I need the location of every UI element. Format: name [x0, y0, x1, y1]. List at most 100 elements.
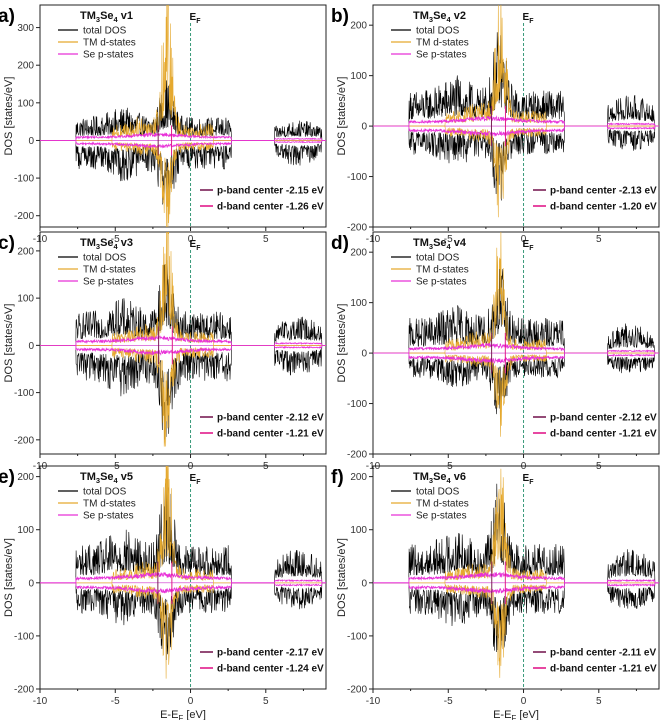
- legend-tm-d-states: TM d-states: [83, 499, 136, 510]
- y-tick-label: -200: [14, 211, 34, 222]
- y-axis-title: DOS [states/eV]: [336, 538, 348, 617]
- d-band-center-label: d-band center -1.21 eV: [550, 429, 657, 440]
- plot-area: [373, 232, 659, 437]
- legend-se-p-states: Se p-states: [416, 50, 467, 61]
- panel-e: -10 -5 0 5 -200 -100 0 100 200 DOS [states/eV] E-E…: [0, 465, 327, 720]
- plot-frame: [39, 465, 327, 690]
- legend-total-dos: total DOS: [416, 26, 460, 37]
- se-p-states-down: [40, 140, 326, 149]
- y-tick-label: 200: [350, 472, 367, 483]
- panel-title: TM3Se4 v3: [80, 237, 133, 251]
- plot-area: [40, 232, 326, 447]
- plot-frame: [372, 231, 660, 455]
- panel-title: TM3Se4 v4: [413, 237, 467, 251]
- fermi-label: EF: [523, 473, 535, 486]
- legend-total-dos: total DOS: [83, 26, 127, 37]
- y-axis-title: DOS [states/eV]: [336, 77, 348, 156]
- x-tick-label: -5: [111, 234, 120, 245]
- plot-frame: [39, 231, 327, 455]
- y-tick-label: -100: [347, 172, 367, 183]
- legend-tm-d-states: TM d-states: [83, 38, 136, 49]
- legend-se-p-states: Se p-states: [83, 277, 134, 288]
- x-tick-label: 0: [521, 696, 527, 707]
- y-tick-label: 0: [361, 122, 367, 133]
- y-tick-label: 200: [17, 246, 34, 257]
- x-tick-label: -10: [366, 696, 381, 707]
- total-dos-up: [40, 80, 326, 141]
- plot-area: [373, 5, 659, 218]
- y-tick-label: 0: [361, 349, 367, 360]
- y-tick-label: -100: [347, 399, 367, 410]
- se-p-states-up: [40, 571, 326, 584]
- total-dos-up: [373, 264, 659, 354]
- panel-f: -10 -5 0 5 -200 -100 0 100 200 DOS [states/eV] E-E…: [331, 465, 660, 720]
- panel-label: b): [331, 6, 349, 27]
- panel-label: f): [331, 467, 344, 488]
- tm-d-states-down: [40, 140, 326, 227]
- plot-frame: [39, 4, 327, 228]
- p-band-center-label: p-band center -2.15 eV: [217, 186, 324, 197]
- y-tick-label: 100: [350, 525, 367, 536]
- total-dos-down: [40, 582, 326, 661]
- y-tick-label: -100: [14, 631, 34, 642]
- se-p-states-up: [40, 334, 326, 346]
- tm-d-states-down: [40, 582, 326, 679]
- se-p-states-down: [40, 345, 326, 356]
- p-band-center-label: p-band center -2.13 eV: [550, 186, 657, 197]
- se-p-states-down: [373, 582, 659, 594]
- y-tick-label: -100: [14, 388, 34, 399]
- y-tick-label: 100: [350, 298, 367, 309]
- se-p-states-up: [40, 131, 326, 141]
- y-tick-label: -200: [14, 435, 34, 446]
- y-tick-label: -100: [347, 631, 367, 642]
- legend-total-dos: total DOS: [416, 253, 460, 264]
- total-dos-down: [373, 352, 659, 415]
- y-tick-label: 100: [350, 71, 367, 82]
- x-tick-label: 5: [596, 234, 602, 245]
- y-tick-label: 100: [17, 525, 34, 536]
- y-tick-label: -200: [347, 450, 367, 461]
- panel-label: d): [331, 233, 349, 254]
- plot-frame: [372, 4, 660, 228]
- panel-title: TM3Se4 v6: [413, 471, 466, 485]
- legend-se-p-states: Se p-states: [83, 50, 134, 61]
- total-dos-up: [40, 260, 326, 346]
- p-band-center-label: p-band center -2.12 eV: [217, 413, 324, 424]
- plot-frame: [372, 465, 660, 690]
- y-tick-label: 0: [28, 578, 34, 589]
- legend-tm-d-states: TM d-states: [416, 265, 469, 276]
- x-tick-label: 0: [521, 234, 527, 245]
- d-band-center-label: d-band center -1.20 eV: [550, 202, 657, 213]
- fermi-label: EF: [190, 239, 202, 252]
- tm-d-states-down: [373, 352, 659, 437]
- se-p-states-down: [373, 125, 659, 138]
- y-axis-title: DOS [states/eV]: [3, 538, 15, 617]
- y-tick-label: -200: [347, 685, 367, 696]
- y-axis-title: DOS [states/eV]: [3, 304, 15, 383]
- x-tick-label: 5: [263, 696, 269, 707]
- plot-area: [373, 468, 659, 678]
- legend-tm-d-states: TM d-states: [416, 38, 469, 49]
- y-tick-label: 0: [28, 136, 34, 147]
- panel-label: a): [0, 6, 15, 27]
- legend-total-dos: total DOS: [83, 253, 127, 264]
- x-tick-label: 0: [188, 234, 194, 245]
- se-p-states-down: [40, 582, 326, 595]
- p-band-center-label: p-band center -2.17 eV: [217, 648, 324, 659]
- x-tick-label: -5: [444, 696, 453, 707]
- y-tick-label: -200: [14, 685, 34, 696]
- se-p-states-up: [373, 571, 659, 584]
- panel-title: TM3Se4 v1: [80, 10, 133, 24]
- fermi-label: EF: [523, 239, 535, 252]
- y-tick-label: 100: [17, 294, 34, 305]
- y-axis-title: DOS [states/eV]: [336, 304, 348, 383]
- tm-d-states-down: [373, 582, 659, 678]
- y-tick-label: 200: [350, 248, 367, 259]
- legend-total-dos: total DOS: [83, 487, 127, 498]
- y-tick-label: 200: [17, 61, 34, 72]
- x-tick-label: 5: [263, 234, 269, 245]
- se-p-states-up: [373, 115, 659, 127]
- fermi-label: EF: [523, 12, 535, 25]
- d-band-center-label: d-band center -1.21 eV: [217, 429, 324, 440]
